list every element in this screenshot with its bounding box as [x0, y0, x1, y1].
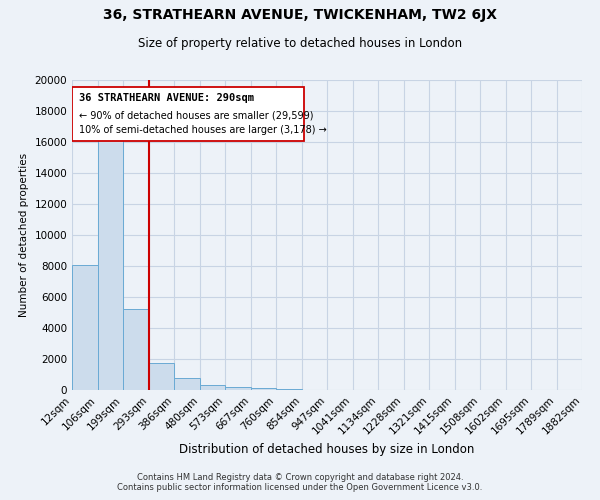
Text: Size of property relative to detached houses in London: Size of property relative to detached ho…: [138, 37, 462, 50]
FancyBboxPatch shape: [72, 87, 304, 141]
Y-axis label: Number of detached properties: Number of detached properties: [19, 153, 29, 317]
Text: 10% of semi-detached houses are larger (3,178) →: 10% of semi-detached houses are larger (…: [79, 125, 327, 135]
Text: Contains HM Land Registry data © Crown copyright and database right 2024.: Contains HM Land Registry data © Crown c…: [137, 473, 463, 482]
Text: 36, STRATHEARN AVENUE, TWICKENHAM, TW2 6JX: 36, STRATHEARN AVENUE, TWICKENHAM, TW2 6…: [103, 8, 497, 22]
Bar: [123, 310, 149, 390]
Bar: [251, 388, 276, 390]
Bar: [200, 386, 225, 390]
X-axis label: Distribution of detached houses by size in London: Distribution of detached houses by size …: [179, 444, 475, 456]
Bar: [98, 134, 123, 390]
Bar: [225, 388, 251, 390]
Bar: [276, 389, 302, 390]
Bar: [149, 363, 174, 390]
Bar: [174, 378, 200, 390]
Text: 36 STRATHEARN AVENUE: 290sqm: 36 STRATHEARN AVENUE: 290sqm: [79, 92, 254, 102]
Text: ← 90% of detached houses are smaller (29,599): ← 90% of detached houses are smaller (29…: [79, 110, 313, 120]
Text: Contains public sector information licensed under the Open Government Licence v3: Contains public sector information licen…: [118, 483, 482, 492]
Bar: [72, 265, 98, 390]
